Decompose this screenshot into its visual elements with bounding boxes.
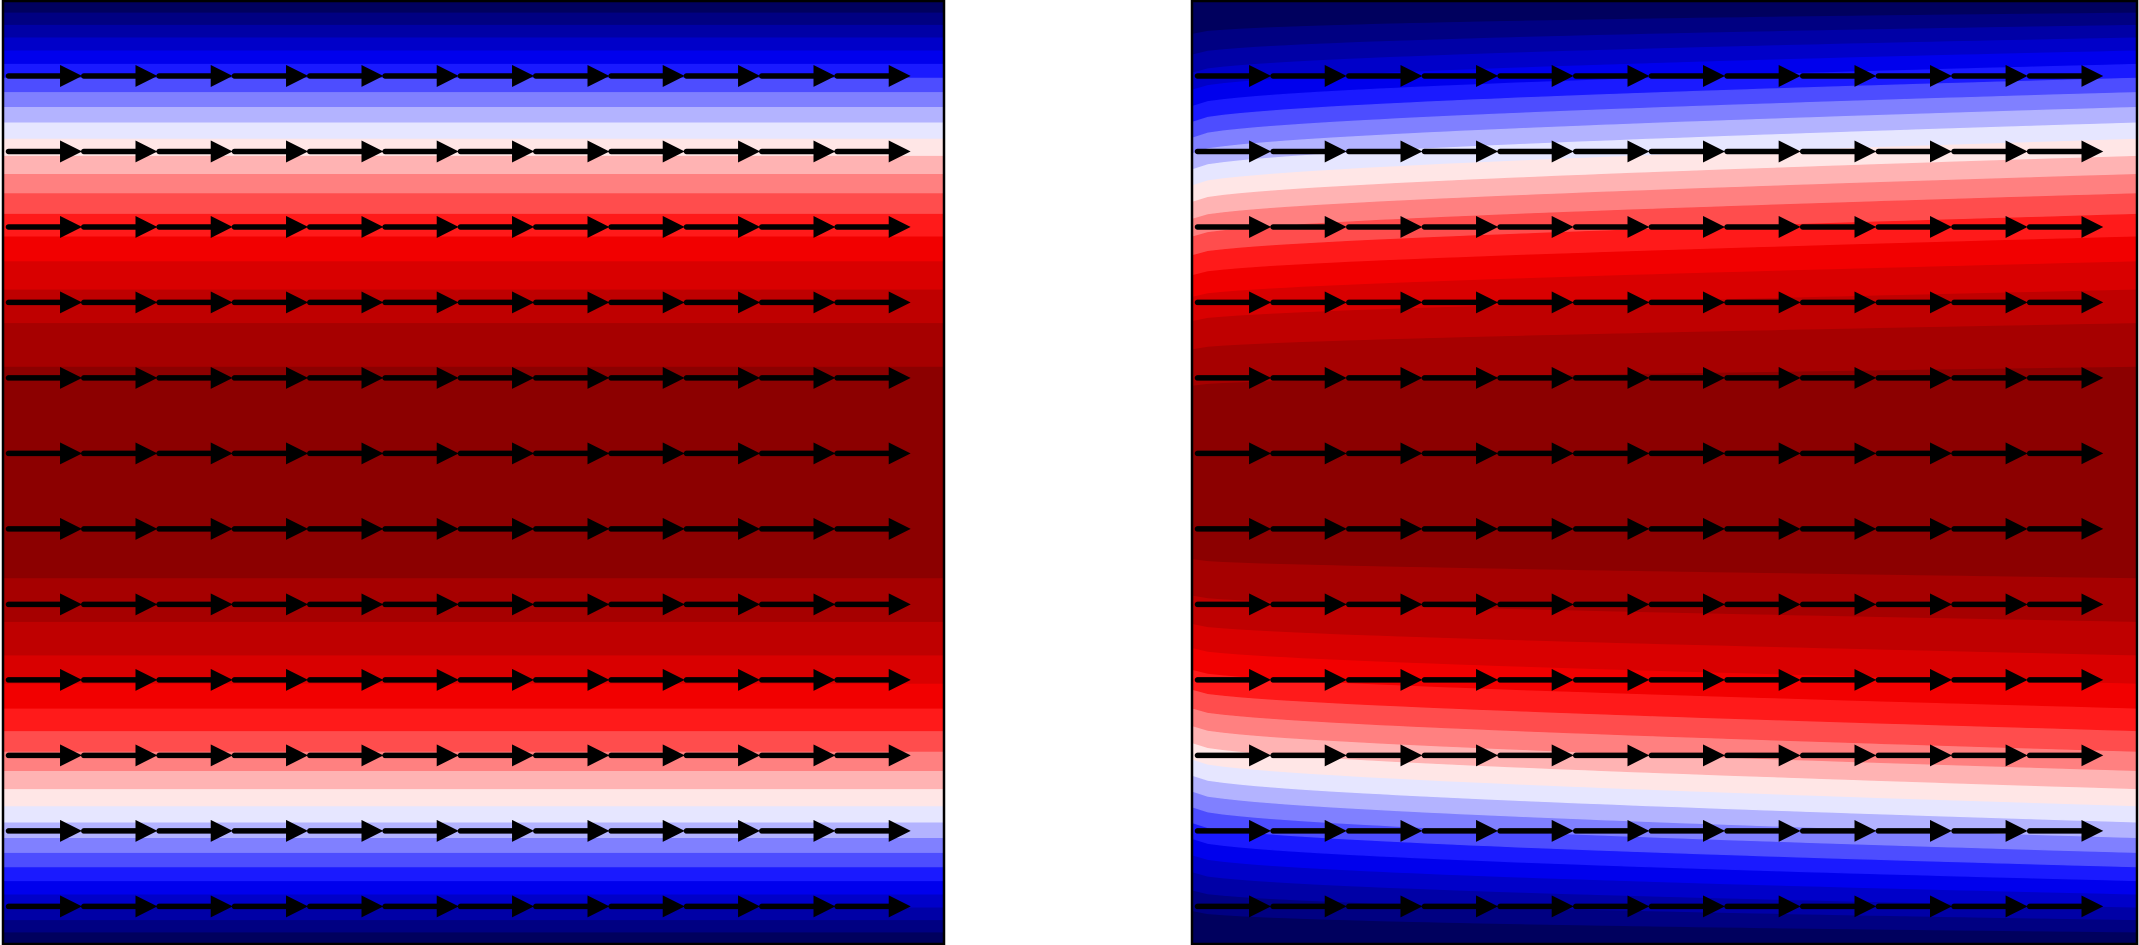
panel-border [1190,0,2139,945]
contour-panel [1190,0,2139,945]
panel-border [1,0,946,945]
contour-panel [1,0,946,945]
contour-band [1191,366,2138,579]
contour-band [2,366,945,579]
